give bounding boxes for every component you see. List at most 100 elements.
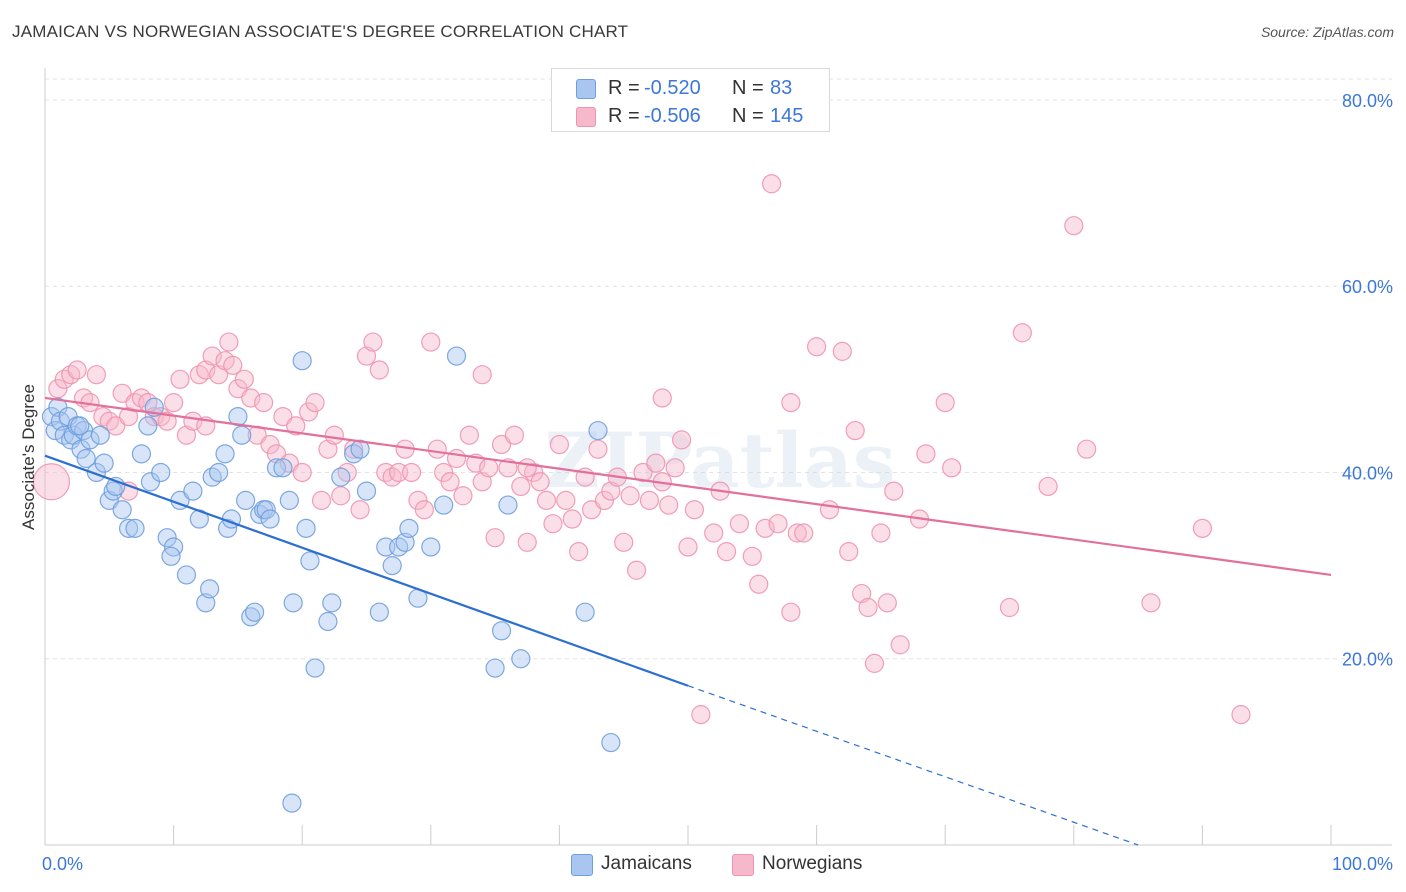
jamaican-point	[176, 565, 197, 585]
data-points	[32, 174, 1251, 813]
n-value: 145	[770, 105, 804, 127]
jamaican-point	[209, 462, 229, 483]
norwegian-point	[845, 420, 865, 441]
norwegian-point	[620, 486, 640, 506]
jamaican-point	[161, 546, 181, 566]
jamaican-point	[157, 528, 177, 548]
norwegian-point	[479, 458, 499, 478]
norwegian-point	[260, 434, 280, 455]
norwegian-point	[459, 425, 479, 445]
norwegian-point	[942, 458, 962, 478]
norwegian-point	[890, 635, 910, 655]
norwegian-point	[32, 463, 71, 501]
norwegian-point	[556, 490, 576, 511]
jamaican-point	[125, 518, 145, 538]
norwegian-point	[916, 444, 936, 464]
jamaican-point	[279, 490, 299, 511]
jamaican-point	[331, 467, 351, 487]
jamaican-point	[318, 611, 338, 632]
norwegian-point	[434, 462, 454, 483]
jamaican-point	[369, 602, 389, 622]
norwegian-point	[440, 472, 460, 492]
norwegian-point	[414, 500, 434, 520]
norwegian-point	[652, 388, 672, 408]
norwegian-point	[569, 542, 589, 562]
norwegian-point	[749, 574, 769, 594]
norwegian-point	[806, 337, 827, 357]
jamaican-point	[421, 537, 441, 557]
norwegian-point	[614, 532, 634, 552]
r-value: -0.520	[644, 77, 701, 99]
jamaicans-trend-line	[44, 454, 689, 687]
y-axis-label: Associate's Degree	[19, 384, 38, 530]
jamaican-point	[76, 448, 96, 469]
norwegian-point	[112, 383, 132, 403]
norwegian-point	[536, 490, 557, 511]
source-credit: Source: ZipAtlas.com	[1260, 24, 1394, 40]
n-value: 83	[770, 77, 793, 99]
jamaican-point	[138, 416, 158, 436]
norwegian-point	[852, 583, 872, 604]
norwegian-point	[196, 360, 216, 380]
norwegian-point	[601, 481, 621, 501]
jamaican-point	[498, 495, 518, 515]
norwegian-point	[794, 523, 814, 543]
norwegian-point	[864, 653, 885, 673]
y-tick-label: 60.0%	[1342, 277, 1393, 297]
norwegian-point	[691, 705, 711, 725]
norwegian-point	[504, 425, 524, 445]
norwegian-point	[588, 439, 608, 459]
norwegian-point	[273, 406, 293, 427]
correlation-legend: R = -0.520 N = 83 R = -0.506 N = 145	[551, 68, 830, 132]
norwegian-point	[1038, 476, 1058, 497]
norwegian-point	[671, 430, 692, 450]
jamaican-point	[215, 444, 235, 464]
jamaican-point	[350, 439, 370, 459]
jamaicans-legend-label: Jamaicans	[601, 853, 692, 874]
norwegian-point	[543, 514, 563, 534]
norwegian-point	[716, 542, 737, 562]
norwegian-point	[170, 369, 190, 389]
norwegian-point	[729, 514, 750, 534]
jamaican-point	[511, 649, 531, 669]
norwegian-point	[511, 476, 531, 497]
norwegian-point	[1012, 323, 1032, 343]
norwegian-point	[331, 486, 351, 506]
jamaican-point	[70, 416, 90, 436]
grid-lines	[45, 78, 1392, 660]
norwegian-point	[408, 490, 428, 511]
norwegian-point	[549, 434, 570, 455]
norwegian-point	[266, 444, 287, 464]
jamaican-point	[434, 495, 454, 515]
jamaican-point	[322, 593, 342, 613]
norwegian-point	[48, 379, 68, 399]
jamaican-point	[256, 500, 276, 520]
norwegian-point	[363, 332, 383, 352]
norwegian-point	[761, 174, 782, 194]
norwegian-point	[1141, 593, 1161, 613]
jamaican-point	[292, 351, 312, 371]
norwegian-point	[356, 346, 377, 366]
norwegian-point	[581, 500, 602, 520]
norwegian-point	[781, 393, 801, 413]
norwegian-point	[318, 439, 338, 459]
norwegian-point	[286, 416, 306, 436]
norwegian-point	[223, 355, 243, 375]
norwegian-point	[427, 439, 447, 459]
norwegian-point	[781, 602, 801, 622]
norwegian-point	[1192, 518, 1213, 538]
norwegian-point	[704, 523, 724, 543]
norwegian-point	[491, 434, 512, 455]
jamaican-point	[266, 458, 287, 478]
norwegian-point	[453, 486, 473, 506]
jamaican-point	[99, 490, 119, 511]
norwegian-point	[594, 490, 615, 511]
y-tick-label: 40.0%	[1342, 463, 1393, 483]
norwegian-point	[67, 360, 87, 380]
norwegian-point	[1231, 705, 1251, 725]
jamaican-point	[356, 481, 377, 501]
jamaican-point	[245, 602, 265, 622]
norwegian-point	[530, 472, 550, 492]
norwegian-point	[858, 597, 878, 618]
